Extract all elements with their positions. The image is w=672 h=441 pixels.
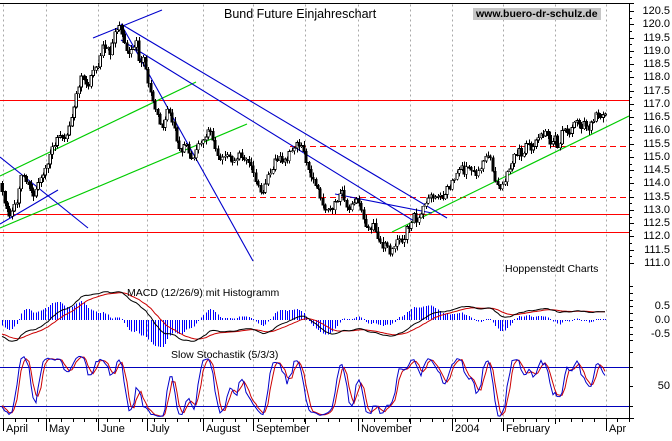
price-axis-label: 113.0 xyxy=(643,203,670,216)
indicator-axis-label: -0.5 xyxy=(651,328,670,340)
time-axis-label: June xyxy=(101,423,125,435)
price-axis-label: 118.5 xyxy=(643,58,670,71)
time-axis-label: July xyxy=(150,423,170,435)
time-axis-label: 2004 xyxy=(455,423,480,435)
indicator-axis-label: 0.0 xyxy=(654,314,670,326)
time-axis-label: February xyxy=(506,423,551,435)
price-axis-label: 112.0 xyxy=(643,230,670,243)
price-axis-label: 111.0 xyxy=(644,256,670,269)
price-axis-label: 111.5 xyxy=(644,243,670,256)
macd-indicator-label: MACD (12/26/9) mit Histogramm xyxy=(127,287,280,299)
price-axis-label: 120.0 xyxy=(642,18,670,31)
price-axis-label: 115.0 xyxy=(643,150,670,163)
credit-label: Hoppenstedt Charts xyxy=(505,263,599,275)
gridlines-layer xyxy=(3,4,607,418)
page-title: Bund Future Einjahreschart xyxy=(224,7,377,21)
support-resistance-layer xyxy=(0,100,629,233)
price-axis-label: 116.5 xyxy=(643,111,670,124)
price-axis-label: 116.0 xyxy=(643,124,670,137)
price-axis-label: 114.0 xyxy=(643,177,670,190)
time-axis-label: September xyxy=(256,423,310,435)
price-axis-label: 113.5 xyxy=(643,190,670,203)
watermark-url: www.buero-dr-schulz.de xyxy=(473,8,601,20)
price-axis-label: 119.0 xyxy=(643,44,670,57)
macd-panel-layer xyxy=(1,291,606,347)
stochastic-panel-layer xyxy=(0,355,629,417)
price-axis-label: 112.5 xyxy=(643,217,670,230)
indicator-axis-label: 50 xyxy=(657,380,670,392)
price-axis-label: 119.5 xyxy=(643,31,670,44)
price-axis-label: 117.0 xyxy=(643,97,670,110)
stochastic-indicator-label: Slow Stochastik (5/3/3) xyxy=(171,349,279,361)
price-axis-label: 117.5 xyxy=(643,84,670,97)
blue-trendlines-layer xyxy=(0,9,448,262)
time-axis-label: April xyxy=(6,423,29,435)
indicator-axis-label: 0.5 xyxy=(654,300,670,312)
price-axis-label: 120.5 xyxy=(642,5,670,17)
price-axis-label: 118.0 xyxy=(643,71,670,84)
price-axis-label: 115.5 xyxy=(643,137,670,150)
time-axis-label: August xyxy=(206,423,241,435)
axes-ticks-layer xyxy=(0,3,634,431)
time-axis-label: November xyxy=(361,423,412,435)
green-trendlines-layer xyxy=(0,81,630,233)
time-axis-label: Apr xyxy=(609,423,627,435)
time-axis-label: May xyxy=(49,423,70,435)
candlestick-layer xyxy=(0,21,607,257)
price-axis-label: 114.5 xyxy=(643,164,670,177)
